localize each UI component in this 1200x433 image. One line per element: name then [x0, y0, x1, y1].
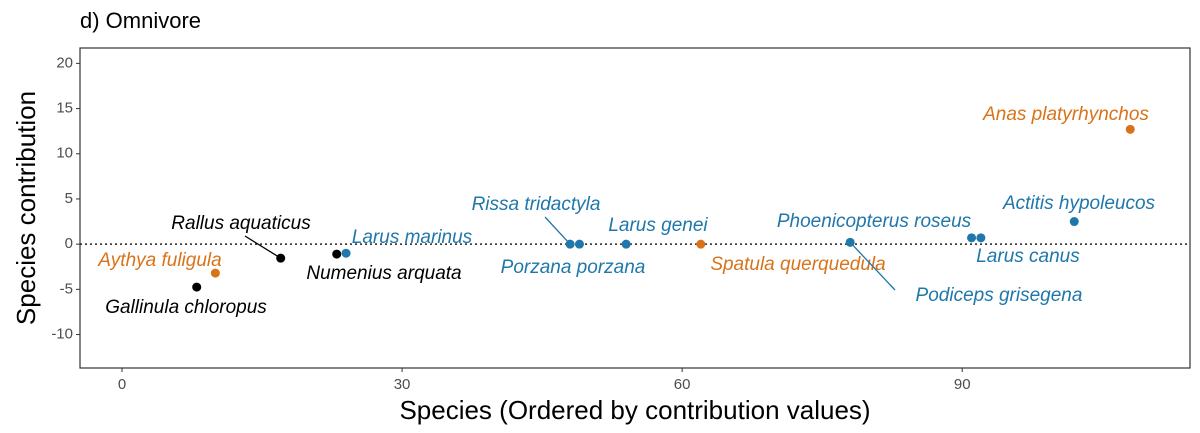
point — [574, 239, 584, 249]
point — [621, 239, 631, 249]
chart-title: d) Omnivore — [80, 8, 201, 33]
y-tick-label: -10 — [51, 326, 73, 343]
x-tick-label: 0 — [118, 376, 126, 393]
point-label: Numenius arquata — [306, 263, 461, 284]
x-tick-label: 30 — [394, 376, 411, 393]
point — [696, 239, 706, 249]
point — [976, 233, 986, 243]
point — [192, 282, 202, 292]
point-label: Larus genei — [608, 215, 708, 236]
point-label: Actitis hypoleucos — [1002, 193, 1156, 214]
leader-line — [544, 216, 571, 245]
point — [210, 268, 220, 278]
y-tick-label: 0 — [65, 235, 73, 252]
point — [276, 253, 286, 263]
y-tick-label: 15 — [56, 100, 73, 117]
y-tick-label: -5 — [60, 280, 73, 297]
point — [845, 237, 855, 247]
y-tick-label: 10 — [56, 145, 73, 162]
y-tick-label: 5 — [65, 190, 73, 207]
leader-line — [849, 241, 896, 291]
x-tick-label: 90 — [954, 376, 971, 393]
leader-line — [244, 235, 282, 259]
point — [1069, 217, 1079, 227]
point-label: Gallinula chloropus — [105, 297, 267, 318]
point — [1125, 124, 1135, 134]
point — [967, 233, 977, 243]
point-label: Phoenicopterus roseus — [777, 211, 972, 232]
point-label: Porzana porzana — [501, 257, 646, 278]
x-axis-label: Species (Ordered by contribution values) — [399, 395, 870, 425]
x-tick-label: 60 — [674, 376, 691, 393]
point — [332, 249, 342, 259]
point-label: Podiceps grisegena — [916, 285, 1083, 306]
point-label: Rissa tridactyla — [472, 194, 601, 215]
point-label: Rallus aquaticus — [171, 213, 311, 234]
point-label: Larus canus — [976, 246, 1080, 267]
point — [565, 239, 575, 249]
point-label: Spatula querquedula — [710, 254, 885, 275]
plot-frame — [79, 47, 1191, 369]
point — [341, 248, 351, 258]
point-label: Aythya fuligula — [97, 250, 221, 271]
y-tick-label: 20 — [56, 54, 73, 71]
point-label: Larus marinus — [352, 227, 473, 248]
point-label: Anas platyrhynchos — [982, 104, 1149, 125]
y-axis-label: Species contribution — [11, 91, 41, 325]
